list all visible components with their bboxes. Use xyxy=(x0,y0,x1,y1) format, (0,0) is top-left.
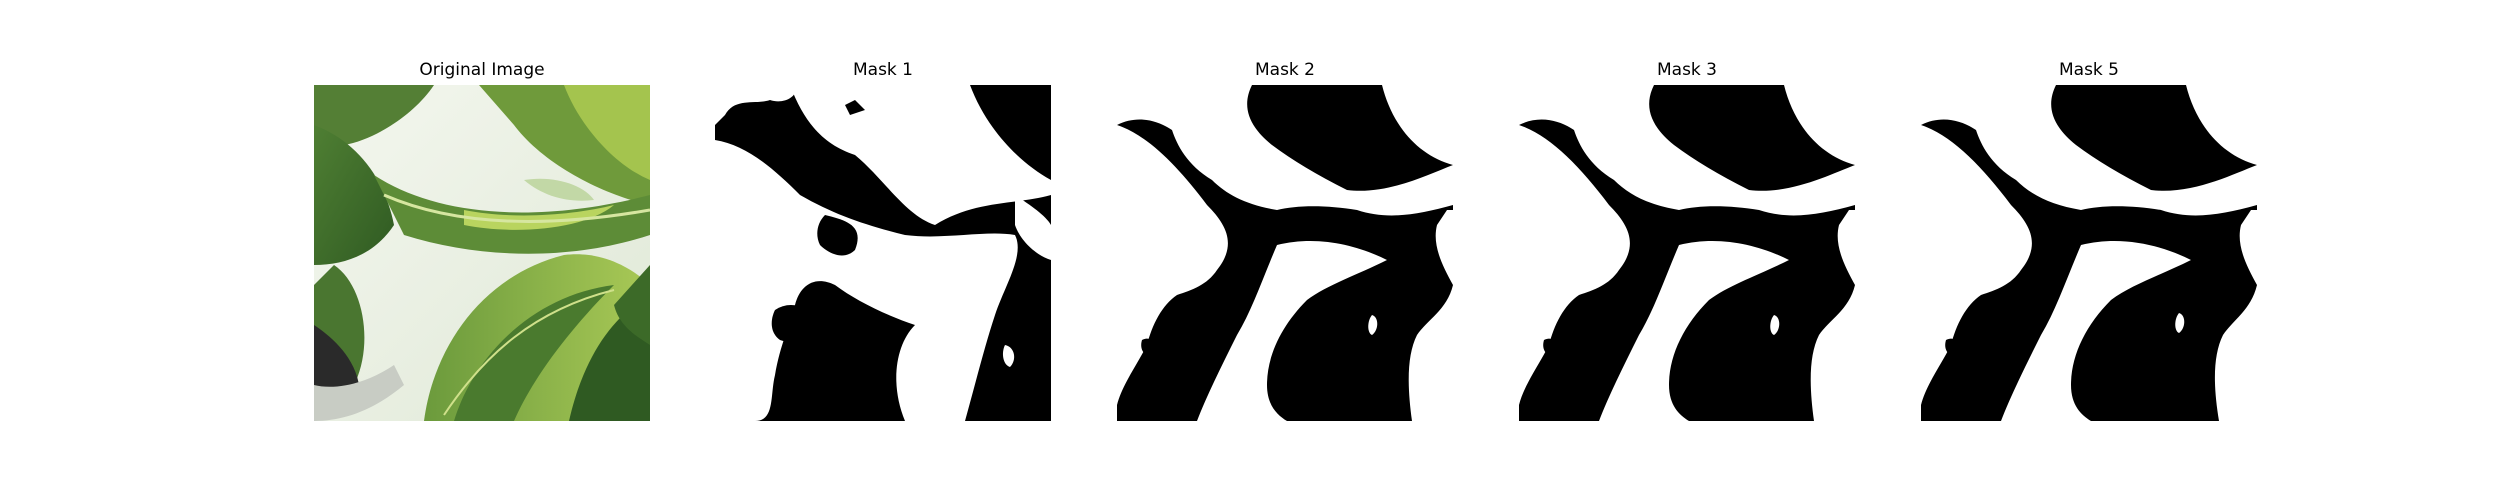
panel-title: Mask 3 xyxy=(1656,60,1717,80)
panel-mask-3: Mask 3 xyxy=(1519,0,1855,500)
panel-title: Original Image xyxy=(419,60,545,80)
mask-2-image xyxy=(1117,85,1453,421)
mask-1-image xyxy=(715,85,1051,421)
original-photo xyxy=(314,85,650,421)
panel-mask-1: Mask 1 xyxy=(715,0,1051,500)
mask-5-image xyxy=(1921,85,2257,421)
panel-title: Mask 5 xyxy=(2058,60,2119,80)
mask-3-image xyxy=(1519,85,1855,421)
panel-mask-2: Mask 2 xyxy=(1117,0,1453,500)
panel-original-image: Original Image xyxy=(314,0,650,500)
panel-title: Mask 1 xyxy=(852,60,913,80)
panel-mask-5: Mask 5 xyxy=(1921,0,2257,500)
panel-title: Mask 2 xyxy=(1254,60,1315,80)
